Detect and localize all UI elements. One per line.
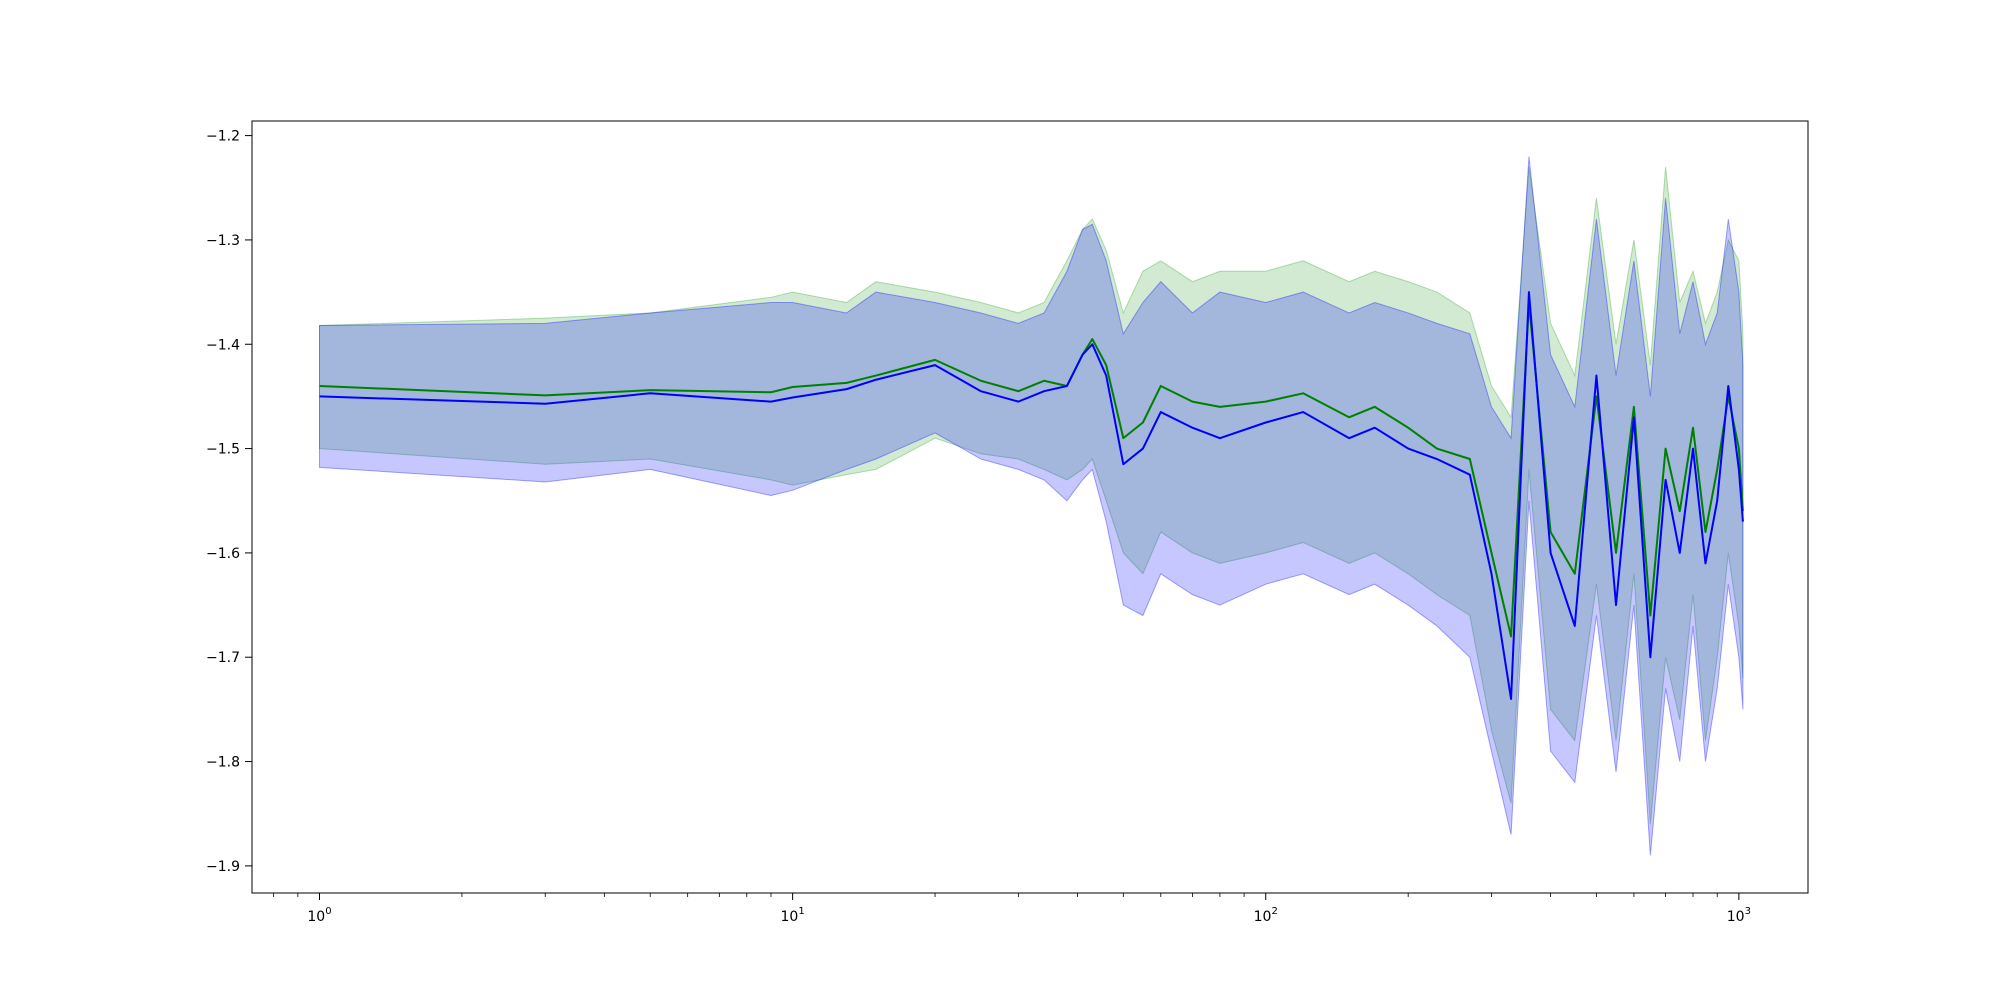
confidence-bands (319, 156, 1744, 856)
x-tick-label: 101 (781, 906, 805, 925)
y-tick-label: −1.7 (206, 650, 240, 666)
series-1-line (319, 301, 1744, 638)
y-tick-label: −1.6 (206, 546, 240, 562)
series-lines (319, 291, 1744, 700)
x-tick-label: 102 (1254, 906, 1278, 925)
series-2-band (319, 156, 1744, 856)
y-tick-label: −1.8 (206, 755, 240, 771)
axis-ticks: 100 101 102 103 −1.2 −1.3 −1.4 −1.5 −1.6 −1.7 −1.8… (206, 129, 1751, 925)
y-tick-label: −1.4 (206, 337, 240, 353)
y-tick-label: −1.9 (206, 859, 240, 875)
series-2-line (319, 291, 1744, 700)
y-tick-label: −1.2 (206, 129, 240, 145)
y-tick-label: −1.3 (206, 233, 240, 249)
x-tick-label: 100 (307, 906, 331, 925)
plot-frame (251, 120, 1809, 894)
series-1-band (319, 166, 1744, 825)
y-tick-label: −1.5 (206, 442, 240, 458)
x-tick-label: 103 (1727, 906, 1751, 925)
